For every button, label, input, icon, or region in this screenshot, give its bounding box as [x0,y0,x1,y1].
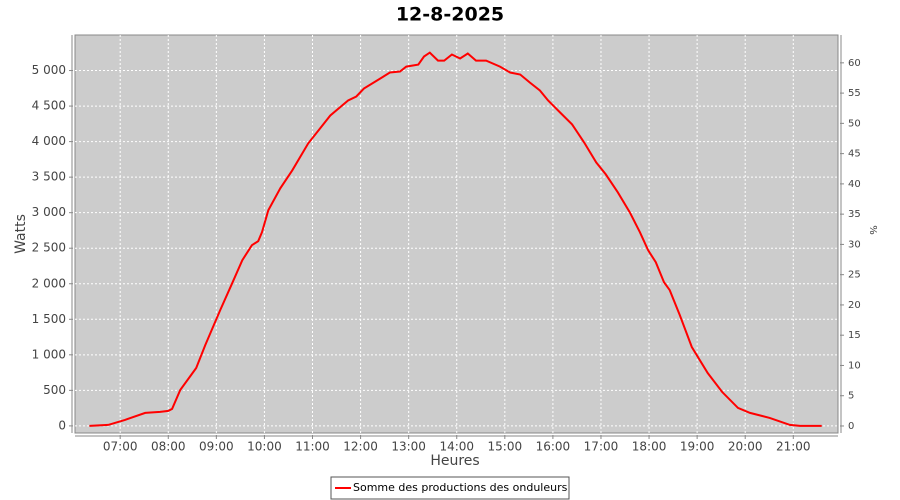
y-tick-label: 500 [43,383,66,397]
y2-tick-label: 35 [848,209,861,220]
y2-tick-label: 45 [848,149,861,160]
x-tick-label: 15:00 [488,440,523,454]
y2-tick-label: 50 [848,118,861,129]
legend-box [330,476,570,500]
x-tick-label: 08:00 [151,440,186,454]
x-tick-label: 09:00 [199,440,234,454]
y2-tick-label: 10 [848,360,861,371]
y-tick-label: 1 000 [32,347,66,361]
x-tick-label: 21:00 [776,440,811,454]
y2-tick-label: 5 [848,391,854,402]
x-tick-label: 10:00 [247,440,282,454]
x-tick-label: 17:00 [584,440,619,454]
x-tick-label: 14:00 [439,440,474,454]
x-tick-label: 19:00 [680,440,715,454]
y2-tick-label: 20 [848,300,861,311]
y-tick-label: 3 500 [32,170,66,184]
x-tick-label: 16:00 [536,440,571,454]
y-tick-label: 0 [58,418,66,432]
x-tick-label: 18:00 [632,440,667,454]
y-tick-label: 2 500 [32,241,66,255]
y2-tick-label: 25 [848,270,861,281]
y-tick-label: 2 000 [32,276,66,290]
y-tick-label: 5 000 [32,63,66,77]
y2-tick-label: 60 [848,58,861,69]
y-tick-label: 3 000 [32,205,66,219]
y-tick-label: 1 500 [32,312,66,326]
x-tick-label: 11:00 [295,440,330,454]
x-tick-label: 07:00 [103,440,138,454]
plot-area [74,34,839,434]
x-tick-label: 12:00 [343,440,378,454]
y2-tick-label: 15 [848,330,861,341]
y2-tick-label: 40 [848,179,861,190]
y-axis-title: Watts [13,214,29,254]
y-tick-label: 4 500 [32,99,66,113]
x-tick-label: 20:00 [728,440,763,454]
y2-tick-label: 30 [848,239,861,250]
legend-label: Somme des productions des onduleurs [353,481,568,494]
data-line [89,51,822,427]
y2-axis-title: % [867,225,878,235]
chart-title: 12-8-2025 [396,4,504,26]
y2-tick-label: 55 [848,88,861,99]
x-tick-label: 13:00 [391,440,426,454]
y-tick-label: 4 000 [32,134,66,148]
y2-tick-label: 0 [848,421,854,432]
x-axis-title: Heures [430,453,479,469]
